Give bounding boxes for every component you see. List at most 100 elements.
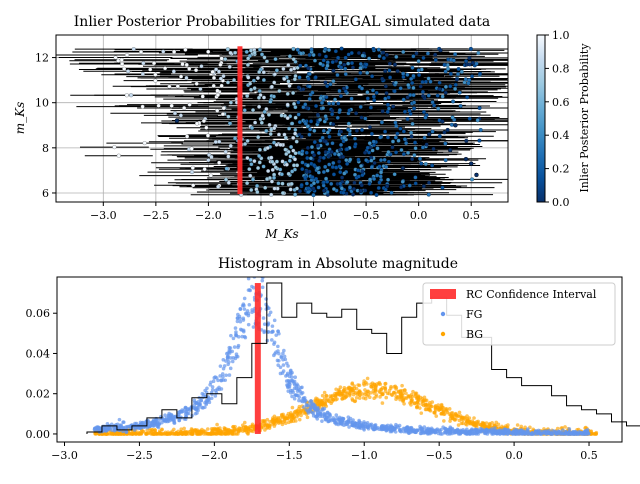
top-point: [229, 144, 233, 148]
top-point: [372, 98, 376, 102]
top-point: [388, 76, 392, 80]
bg-point: [350, 397, 354, 401]
top-point: [406, 117, 410, 121]
top-point: [470, 74, 474, 78]
fg-point: [178, 419, 182, 423]
top-point: [357, 175, 361, 179]
top-point: [338, 108, 342, 112]
top-point: [318, 53, 322, 57]
top-point: [141, 61, 145, 65]
fg-point: [537, 429, 541, 433]
top-point: [294, 116, 298, 120]
top-point: [408, 109, 412, 113]
top-point: [312, 163, 316, 167]
bg-point: [366, 377, 370, 381]
top-point: [334, 49, 338, 53]
bg-point: [378, 389, 382, 393]
bg-point: [225, 430, 229, 434]
top-point: [308, 127, 312, 131]
fg-point: [212, 376, 216, 380]
fg-point: [276, 363, 280, 367]
bg-point: [174, 431, 178, 435]
bg-point: [381, 401, 385, 405]
top-point: [226, 47, 230, 51]
top-point: [308, 53, 312, 57]
fg-point: [421, 430, 425, 434]
bg-point: [416, 405, 420, 409]
top-point: [377, 48, 381, 52]
top-point: [212, 84, 216, 88]
bg-point: [262, 423, 266, 427]
fg-point: [281, 371, 285, 375]
fg-point: [572, 432, 576, 436]
fg-point: [281, 358, 285, 362]
top-point: [352, 187, 356, 191]
bg-point: [206, 432, 210, 436]
top-point: [429, 80, 433, 84]
top-point: [332, 187, 336, 191]
top-point: [185, 76, 189, 80]
top-point: [361, 170, 365, 174]
top-point: [384, 84, 388, 88]
top-point: [318, 118, 322, 122]
top-point: [323, 47, 327, 51]
fg-point: [554, 432, 558, 436]
top-point: [332, 69, 336, 73]
top-point: [401, 50, 405, 54]
top-point: [444, 158, 448, 162]
top-point: [253, 51, 257, 55]
bottom-x-tick-label: 0.5: [580, 449, 598, 462]
fg-point: [155, 422, 159, 426]
top-point: [414, 181, 418, 185]
top-point: [141, 105, 145, 109]
top-point: [417, 59, 421, 63]
top-point: [220, 84, 224, 88]
fg-point: [546, 430, 550, 434]
bg-point: [516, 423, 520, 427]
bg-point: [323, 397, 327, 401]
top-point: [388, 62, 392, 66]
bg-point: [421, 399, 425, 403]
fg-point: [535, 432, 539, 436]
top-point: [346, 180, 350, 184]
top-point: [313, 140, 317, 144]
top-point: [291, 91, 295, 95]
fg-point: [327, 412, 331, 416]
top-point: [443, 142, 447, 146]
bg-point: [419, 411, 423, 415]
top-point: [338, 148, 342, 152]
top-point: [412, 107, 416, 111]
bg-point: [341, 390, 345, 394]
bg-point: [384, 390, 388, 394]
top-point: [351, 66, 355, 70]
fg-point: [434, 431, 438, 435]
top-point: [381, 51, 385, 55]
top-point: [381, 109, 385, 113]
bg-point: [366, 390, 370, 394]
fg-point: [233, 345, 237, 349]
top-point: [266, 169, 270, 173]
fg-point: [457, 430, 461, 434]
bottom-panel: Histogram in Absolute magnitude −3.0−2.5…: [26, 256, 640, 462]
bg-point: [202, 429, 206, 433]
fg-point: [232, 337, 236, 341]
top-y-label: m_Ks: [13, 102, 27, 135]
fg-point: [419, 427, 423, 431]
top-point: [394, 124, 398, 128]
top-point: [258, 148, 262, 152]
top-point: [443, 63, 447, 67]
top-point: [281, 67, 285, 71]
top-point: [411, 66, 415, 70]
top-point: [296, 101, 300, 105]
top-point: [224, 150, 228, 154]
top-point: [427, 132, 431, 136]
top-point: [322, 170, 326, 174]
top-point: [398, 127, 402, 131]
top-point: [210, 155, 214, 159]
top-point: [385, 91, 389, 95]
top-point: [281, 191, 285, 195]
top-point: [291, 136, 295, 140]
top-point: [243, 142, 247, 146]
top-point: [365, 71, 369, 75]
bg-point: [306, 416, 310, 420]
